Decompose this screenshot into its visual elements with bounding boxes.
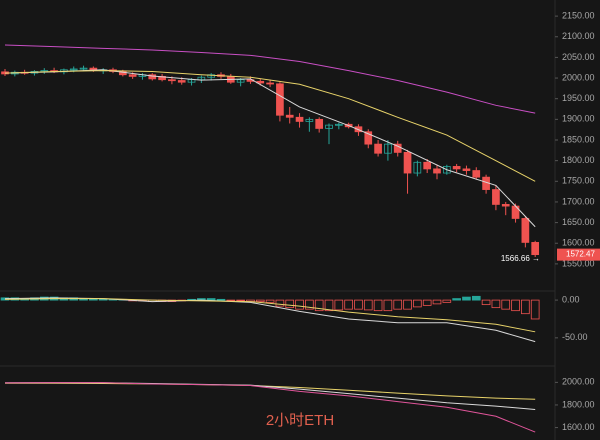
macd-bar bbox=[383, 299, 393, 312]
last-price-label: 1572.47 bbox=[566, 250, 595, 259]
low-price-label: 1566.66 → bbox=[501, 254, 540, 263]
macd-bar bbox=[511, 299, 520, 312]
macd-bar bbox=[305, 299, 314, 310]
macd-bar bbox=[373, 299, 383, 312]
macd-bar bbox=[403, 299, 412, 310]
y-tick-label: 2100.00 bbox=[562, 31, 595, 41]
y-tick-label: 1800.00 bbox=[562, 155, 595, 165]
candle-body bbox=[442, 166, 451, 174]
candle-body bbox=[364, 131, 373, 145]
macd-bar bbox=[236, 299, 245, 302]
y-tick-label: 1600.00 bbox=[562, 238, 595, 248]
macd-bar bbox=[393, 299, 403, 310]
y-tick-label: 1900.00 bbox=[562, 114, 595, 124]
macd-bar bbox=[481, 299, 491, 306]
y-tick-label: 1850.00 bbox=[562, 134, 595, 144]
candle-body bbox=[315, 118, 324, 129]
ma-line bbox=[4, 382, 536, 433]
ma-line bbox=[4, 44, 536, 114]
macd-bar bbox=[462, 296, 471, 301]
y-tick-label: 2050.00 bbox=[562, 52, 595, 62]
macd-bar bbox=[530, 299, 540, 320]
y-tick-label: 1750.00 bbox=[562, 176, 595, 186]
y-tick-label: 0.00 bbox=[562, 294, 580, 304]
macd-bar bbox=[255, 299, 265, 303]
macd-bar bbox=[422, 299, 432, 306]
candle-body bbox=[374, 143, 382, 154]
y-tick-label: 2000.00 bbox=[562, 377, 595, 387]
macd-bar bbox=[471, 295, 481, 301]
candle-body bbox=[266, 82, 274, 85]
macd-bar bbox=[344, 299, 353, 310]
candle-body bbox=[177, 80, 186, 83]
candle-body bbox=[79, 67, 88, 70]
candle-body bbox=[423, 161, 432, 170]
candle-body bbox=[69, 68, 78, 71]
macd-bar bbox=[324, 299, 334, 312]
candle-body bbox=[413, 161, 422, 174]
candle-body bbox=[433, 168, 441, 174]
macd-bar bbox=[334, 299, 344, 311]
y-tick-label: 1550.00 bbox=[562, 258, 595, 268]
candle-body bbox=[472, 170, 481, 178]
y-tick-label: 1600.00 bbox=[562, 422, 595, 432]
macd-bar bbox=[216, 298, 226, 301]
macd-bar bbox=[363, 299, 373, 311]
candle-body bbox=[403, 151, 412, 174]
y-tick-label: 2000.00 bbox=[562, 72, 595, 82]
ma-line bbox=[4, 69, 536, 228]
candle-body bbox=[462, 168, 471, 171]
candle-body bbox=[531, 242, 540, 256]
y-tick-label: 2150.00 bbox=[562, 10, 595, 20]
candle-body bbox=[285, 114, 294, 118]
ma-line bbox=[5, 382, 536, 400]
macd-bar bbox=[275, 299, 285, 307]
macd-bar bbox=[521, 299, 530, 315]
candle-body bbox=[492, 189, 500, 205]
candle-body bbox=[325, 124, 333, 129]
macd-bar bbox=[314, 299, 324, 312]
macd-bar bbox=[285, 299, 295, 309]
macd-bar bbox=[491, 299, 501, 309]
ma-line bbox=[4, 298, 536, 333]
macd-bar bbox=[442, 299, 452, 303]
candle-body bbox=[168, 79, 176, 82]
candle-body bbox=[334, 123, 343, 126]
last-price-tag bbox=[557, 248, 600, 261]
candle-body bbox=[236, 79, 245, 83]
macd-bar bbox=[226, 299, 236, 302]
candle-body bbox=[128, 74, 137, 77]
candle-body bbox=[276, 83, 284, 116]
candle-body bbox=[501, 204, 510, 207]
macd-bar bbox=[413, 299, 422, 308]
y-tick-label: -50.00 bbox=[562, 332, 588, 342]
macd-bar bbox=[432, 299, 442, 305]
candle-body bbox=[305, 118, 314, 122]
y-tick-label: 1650.00 bbox=[562, 217, 595, 227]
y-tick-label: 1700.00 bbox=[562, 196, 595, 206]
ma-line bbox=[4, 70, 536, 182]
macd-bar bbox=[452, 298, 461, 301]
macd-bar bbox=[354, 299, 363, 310]
candle-body bbox=[521, 218, 530, 243]
y-tick-label: 1950.00 bbox=[562, 93, 595, 103]
y-tick-label: 1800.00 bbox=[562, 399, 595, 409]
candle-body bbox=[295, 116, 304, 122]
macd-bar bbox=[295, 299, 304, 310]
macd-bar bbox=[98, 298, 108, 301]
macd-bar bbox=[501, 299, 511, 310]
candle-body bbox=[452, 166, 461, 170]
candle-body bbox=[148, 74, 157, 80]
watermark: 2小时ETH bbox=[266, 412, 334, 429]
macd-bar bbox=[206, 298, 216, 301]
candle-body bbox=[384, 143, 392, 154]
macd-bar bbox=[265, 299, 275, 303]
